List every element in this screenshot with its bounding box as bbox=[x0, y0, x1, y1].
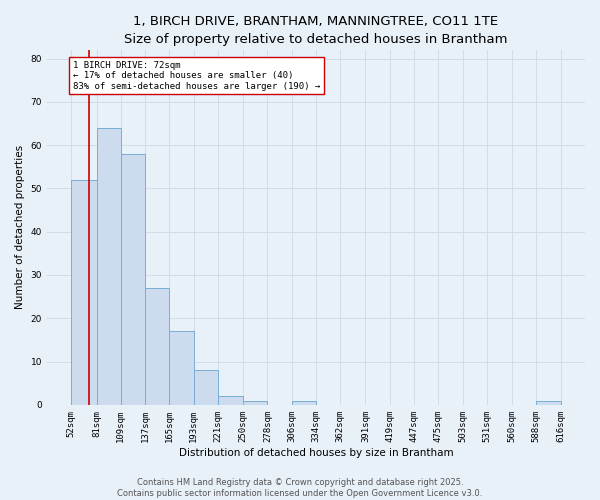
Bar bbox=[194, 370, 218, 405]
Text: Contains HM Land Registry data © Crown copyright and database right 2025.
Contai: Contains HM Land Registry data © Crown c… bbox=[118, 478, 482, 498]
Y-axis label: Number of detached properties: Number of detached properties bbox=[15, 146, 25, 310]
X-axis label: Distribution of detached houses by size in Brantham: Distribution of detached houses by size … bbox=[179, 448, 453, 458]
Bar bbox=[218, 396, 243, 405]
Bar bbox=[121, 154, 145, 405]
Bar bbox=[292, 400, 316, 405]
Bar bbox=[145, 288, 169, 405]
Bar bbox=[71, 180, 97, 405]
Bar bbox=[536, 400, 560, 405]
Title: 1, BIRCH DRIVE, BRANTHAM, MANNINGTREE, CO11 1TE
Size of property relative to det: 1, BIRCH DRIVE, BRANTHAM, MANNINGTREE, C… bbox=[124, 15, 508, 46]
Bar bbox=[97, 128, 121, 405]
Bar bbox=[243, 400, 268, 405]
Bar bbox=[169, 332, 194, 405]
Text: 1 BIRCH DRIVE: 72sqm
← 17% of detached houses are smaller (40)
83% of semi-detac: 1 BIRCH DRIVE: 72sqm ← 17% of detached h… bbox=[73, 61, 320, 90]
